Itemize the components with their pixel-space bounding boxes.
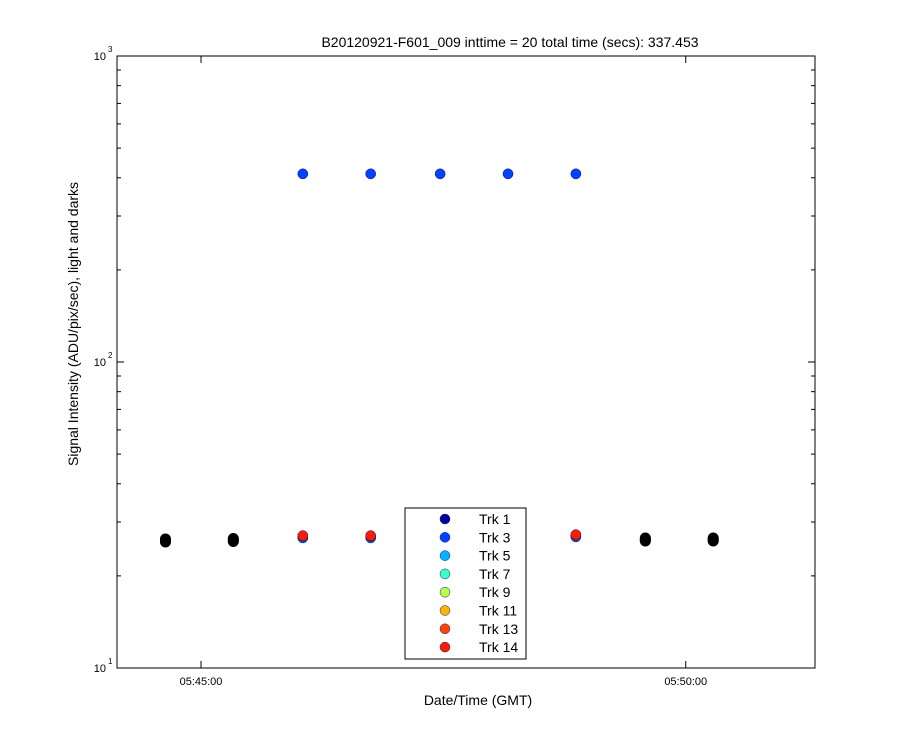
legend-entry: Trk 14 [479, 639, 518, 655]
y-tick-label: 10 [94, 51, 106, 63]
legend-entry: Trk 1 [479, 511, 511, 527]
y-tick-exponent: 1 [108, 657, 113, 666]
legend-marker [439, 550, 451, 561]
dark-point [707, 532, 719, 544]
point-trk-3 [434, 168, 446, 180]
legend-entry: Trk 11 [479, 603, 517, 619]
legend-marker [439, 568, 451, 580]
x-axis-label: Date/Time (GMT) [424, 692, 532, 708]
y-tick-exponent: 3 [108, 45, 113, 54]
point-trk-3 [297, 168, 309, 180]
y-tick-exponent: 2 [108, 351, 113, 360]
legend-entry: Trk 3 [479, 529, 511, 545]
legend-marker [439, 623, 451, 635]
dark-point [227, 532, 239, 544]
legend-marker [439, 532, 451, 543]
legend-entry: Trk 5 [479, 548, 511, 564]
point-trk-3 [570, 168, 582, 180]
point-trk-3 [502, 168, 514, 180]
point-trk-3 [365, 168, 376, 180]
y-tick-label: 10 [94, 357, 106, 369]
y-axis-label: Signal Intensity (ADU/pix/sec), light an… [65, 182, 81, 466]
y-tick-label: 10 [94, 663, 106, 675]
data-points [159, 168, 719, 548]
legend-marker [439, 586, 451, 598]
legend-entry: Trk 13 [479, 621, 518, 637]
legend-box [404, 507, 527, 660]
dark-point [159, 533, 171, 545]
point-trk-14 [365, 530, 376, 541]
legend-marker [439, 513, 451, 525]
legend-entry: Trk 9 [479, 584, 511, 600]
point-trk-14 [297, 530, 309, 541]
x-tick-label: 05:45:00 [180, 676, 223, 688]
legend-marker [439, 605, 451, 616]
chart-title: B20120921-F601_009 inttime = 20 total ti… [321, 34, 698, 50]
dark-point [639, 532, 651, 544]
legend-marker [439, 641, 451, 653]
point-trk-14 [570, 529, 582, 540]
legend-entry: Trk 7 [479, 566, 511, 582]
legend: Trk 1 Trk 3 Trk 5 Trk 7 Trk 9 Trk 11 Trk 13 Trk… [404, 507, 527, 660]
x-tick-label: 05:50:00 [664, 676, 707, 688]
